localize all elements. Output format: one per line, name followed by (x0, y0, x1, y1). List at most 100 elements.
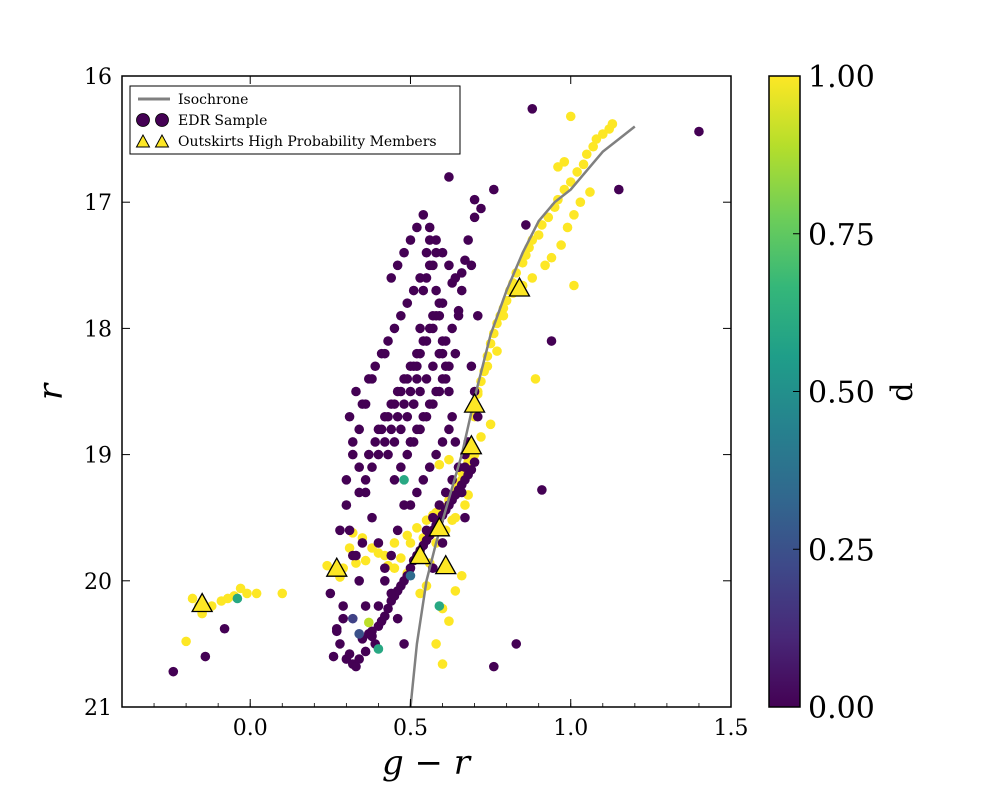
edr-point (344, 525, 355, 536)
edr-point (418, 210, 429, 220)
edr-point (380, 437, 390, 447)
edr-point (428, 399, 438, 409)
edr-point (354, 576, 364, 586)
y-tick-label: 20 (84, 570, 112, 595)
edr-point (421, 247, 432, 258)
x-axis: 0.0 0.5 1.0 1.5 (153, 76, 749, 741)
edr-point (235, 583, 246, 594)
colorbar-label: d (885, 382, 920, 401)
edr-point (530, 374, 541, 384)
edr-point (434, 459, 445, 470)
edr-point (402, 530, 413, 541)
legend-label-edr: EDR Sample (178, 113, 267, 129)
x-tick-label: 0.0 (233, 716, 268, 741)
edr-point (399, 475, 409, 485)
edr-point (322, 560, 332, 571)
edr-point (440, 361, 451, 372)
edr-point (396, 386, 406, 397)
edr-point (335, 639, 345, 649)
edr-point (453, 487, 464, 498)
legend-hpm-marker-2 (154, 133, 170, 148)
edr-point (338, 601, 348, 611)
edr-point (424, 222, 435, 233)
edr-point (434, 601, 445, 611)
edr-point (392, 525, 403, 536)
edr-point (351, 661, 361, 672)
edr-point (357, 538, 368, 548)
edr-point (408, 399, 419, 409)
edr-point (386, 424, 397, 435)
edr-point (187, 593, 198, 604)
edr-point (412, 487, 422, 498)
colorbar-tick-label: 0.25 (808, 533, 875, 568)
edr-point (341, 500, 352, 510)
edr-point (354, 424, 364, 435)
edr-point (399, 639, 409, 649)
edr-point (447, 411, 457, 422)
high-probability-member (508, 276, 531, 297)
edr-point (546, 336, 557, 346)
edr-point (415, 348, 425, 359)
edr-point (437, 247, 448, 258)
edr-point (527, 273, 538, 283)
edr-point (367, 626, 377, 637)
edr-point (251, 588, 262, 599)
edr-point (469, 457, 480, 467)
edr-point (373, 644, 384, 654)
edr-point (434, 348, 445, 359)
edr-point (380, 576, 390, 586)
edr-point (431, 285, 441, 296)
edr-point (338, 613, 348, 624)
edr-point (444, 454, 454, 465)
edr-point (408, 285, 419, 296)
edr-point (450, 512, 461, 523)
edr-point (383, 449, 393, 460)
edr-point (476, 432, 486, 442)
plot-frame (121, 75, 732, 708)
edr-point (405, 437, 416, 447)
edr-point (456, 285, 467, 296)
y-tick-label: 21 (84, 696, 112, 721)
edr-point (389, 538, 400, 548)
edr-point (392, 613, 403, 624)
edr-point (380, 611, 390, 621)
edr-point (367, 543, 377, 553)
high-probability-member (463, 392, 486, 413)
edr-point (562, 222, 573, 233)
edr-point (360, 555, 371, 566)
edr-point (485, 419, 496, 430)
edr-point (569, 280, 579, 291)
edr-point (380, 348, 390, 359)
legend-edr-marker-2 (155, 113, 169, 127)
edr-point (396, 462, 406, 473)
legend-edr-marker-1 (136, 113, 150, 127)
edr-point (444, 172, 454, 182)
edr-point (588, 141, 598, 152)
edr-point (405, 570, 416, 581)
edr-point (412, 522, 422, 533)
edr-point (405, 386, 416, 397)
edr-point (402, 411, 413, 422)
legend-box (129, 85, 461, 155)
high-probability-member (191, 592, 214, 613)
points-layer (168, 104, 704, 707)
legend: Isochrone EDR Sample Outskirts High Prob… (129, 85, 461, 155)
edr-point (232, 593, 243, 604)
edr-point (376, 424, 387, 435)
edr-point (431, 449, 441, 460)
edr-point (476, 203, 486, 214)
edr-point (389, 399, 400, 409)
edr-point (383, 603, 393, 614)
edr-point (421, 374, 432, 384)
edr-point (440, 487, 451, 498)
edr-point (415, 588, 425, 599)
edr-point (437, 538, 448, 548)
edr-point (543, 212, 554, 223)
high-probability-member (434, 554, 457, 575)
edr-point (421, 336, 432, 346)
edr-point (444, 616, 454, 626)
colorbar-ticks: 0.00 0.25 0.50 0.75 1.00 (793, 60, 875, 726)
high-probability-member (428, 516, 451, 537)
edr-point (412, 361, 422, 372)
